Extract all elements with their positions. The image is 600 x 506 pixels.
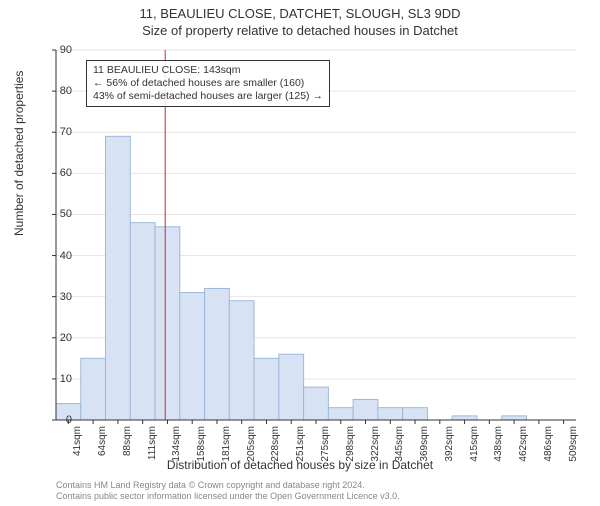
y-tick-label: 80 (32, 85, 72, 97)
x-tick-label: 158sqm (196, 426, 207, 462)
x-tick-label: 275sqm (320, 426, 331, 462)
y-tick-label: 10 (32, 373, 72, 385)
y-tick-label: 0 (32, 414, 72, 426)
y-tick-label: 40 (32, 250, 72, 262)
annotation-box: 11 BEAULIEU CLOSE: 143sqm← 56% of detach… (86, 60, 330, 107)
x-tick-label: 181sqm (221, 426, 232, 462)
footer-line2: Contains public sector information licen… (56, 491, 400, 502)
annotation-line: 43% of semi-detached houses are larger (… (93, 90, 323, 103)
y-tick-label: 90 (32, 44, 72, 56)
y-tick-label: 20 (32, 332, 72, 344)
footer-line1: Contains HM Land Registry data © Crown c… (56, 480, 400, 491)
x-tick-label: 345sqm (394, 426, 405, 462)
x-tick-label: 41sqm (72, 426, 83, 456)
x-tick-label: 298sqm (345, 426, 356, 462)
annotation-line: 11 BEAULIEU CLOSE: 143sqm (93, 64, 323, 77)
x-tick-label: 111sqm (147, 426, 158, 460)
chart-title-line2: Size of property relative to detached ho… (0, 23, 600, 38)
annotation-line: ← 56% of detached houses are smaller (16… (93, 77, 323, 90)
y-tick-label: 70 (32, 126, 72, 138)
x-tick-label: 509sqm (568, 426, 579, 462)
x-tick-label: 392sqm (444, 426, 455, 462)
x-tick-label: 228sqm (270, 426, 281, 462)
x-tick-label: 486sqm (543, 426, 554, 462)
y-tick-label: 60 (32, 167, 72, 179)
x-tick-label: 251sqm (295, 426, 306, 462)
x-tick-label: 134sqm (171, 426, 182, 462)
x-tick-label: 205sqm (246, 426, 257, 462)
chart-plot-area: 11 BEAULIEU CLOSE: 143sqm← 56% of detach… (56, 50, 576, 420)
y-tick-label: 50 (32, 208, 72, 220)
x-tick-label: 322sqm (370, 426, 381, 462)
footer-attribution: Contains HM Land Registry data © Crown c… (56, 480, 400, 502)
chart-title-line1: 11, BEAULIEU CLOSE, DATCHET, SLOUGH, SL3… (0, 6, 600, 21)
x-tick-label: 88sqm (122, 426, 133, 456)
x-tick-label: 64sqm (97, 426, 108, 456)
x-tick-label: 462sqm (518, 426, 529, 462)
x-tick-label: 369sqm (419, 426, 430, 462)
x-tick-label: 438sqm (493, 426, 504, 462)
y-axis-label: Number of detached properties (12, 71, 26, 236)
x-tick-label: 415sqm (469, 426, 480, 462)
y-tick-label: 30 (32, 291, 72, 303)
